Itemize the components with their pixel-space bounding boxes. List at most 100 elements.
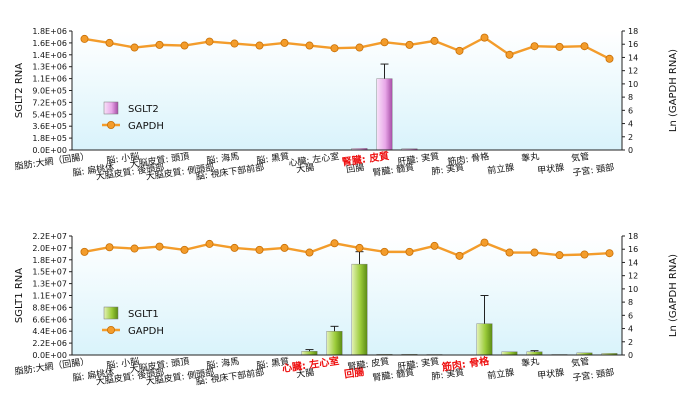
point-gapdh [455, 251, 464, 260]
x-tick-label: 睾丸 [520, 150, 540, 164]
y2-tick-label: 0 [628, 146, 633, 155]
point-gapdh [555, 251, 564, 260]
point-gapdh [130, 43, 139, 52]
y2-tick-label: 12 [628, 67, 638, 76]
x-tick-label: 肝臓: 実質 [397, 150, 440, 168]
line-gapdh [84, 241, 610, 258]
y-tick-label: 1.6E+06 [32, 39, 67, 48]
legend-label-line: GAPDH [128, 121, 164, 132]
point-gapdh [330, 44, 339, 53]
plot-background [72, 236, 622, 355]
y-tick-label: 0.0E+00 [32, 146, 67, 155]
y-axis-title: SGLT1 RNA [14, 268, 25, 323]
legend-label-bar: SGLT2 [128, 104, 159, 115]
point-gapdh [605, 249, 614, 258]
legend-swatch-marker [107, 121, 116, 130]
x-tick-label: 肝臓: 実質 [397, 355, 440, 373]
x-tick-label: 筋肉: 骨格 [440, 354, 491, 374]
point-gapdh [180, 245, 189, 254]
point-gapdh [555, 42, 564, 51]
point-gapdh [305, 41, 314, 50]
point-gapdh [380, 247, 389, 256]
y2-tick-label: 4 [628, 120, 633, 129]
y-tick-label: 6.6E+06 [32, 315, 67, 324]
legend-label-line: GAPDH [128, 326, 164, 337]
legend-swatch-bar [103, 101, 119, 115]
y2-axis-title: Ln (GAPDH RNA) [668, 49, 679, 132]
point-gapdh [580, 42, 589, 51]
y-tick-label: 7.2E+05 [32, 98, 67, 107]
y-tick-label: 1.4E+06 [32, 51, 67, 60]
x-tick-label: 前立腺 [486, 161, 514, 177]
point-gapdh [480, 238, 489, 247]
y2-tick-label: 6 [628, 106, 633, 115]
point-gapdh [130, 244, 139, 253]
legend-label-bar: SGLT1 [128, 309, 159, 320]
x-tick-label: 子宮: 頸部 [572, 366, 615, 384]
point-gapdh [355, 43, 364, 52]
x-tick-label: 筋肉: 骨格 [447, 150, 490, 168]
bar-sglt1 [326, 331, 343, 356]
point-gapdh [455, 46, 464, 55]
x-tick-label: 大腸 [295, 366, 315, 380]
point-gapdh [430, 241, 439, 250]
y-tick-label: 1.1E+06 [32, 75, 67, 84]
y2-tick-label: 10 [628, 80, 638, 89]
point-gapdh [205, 37, 214, 46]
y-tick-label: 2.0E+07 [32, 244, 67, 253]
x-tick-label: 腎臓: 皮質 [341, 149, 390, 168]
y2-tick-label: 18 [628, 232, 638, 241]
point-gapdh [230, 243, 239, 252]
x-tick-label: 甲状腺 [536, 366, 564, 382]
bar-sglt1 [476, 323, 493, 356]
point-gapdh [205, 239, 214, 248]
y2-tick-label: 8 [628, 93, 633, 102]
y-tick-label: 1.3E+07 [32, 280, 67, 289]
point-gapdh [230, 39, 239, 48]
point-gapdh [405, 40, 414, 49]
x-tick-label: 気管 [570, 150, 590, 164]
y-tick-label: 8.8E+06 [32, 303, 67, 312]
point-gapdh [105, 38, 114, 47]
y-tick-label: 1.1E+07 [32, 292, 67, 301]
y2-tick-label: 12 [628, 272, 638, 281]
point-gapdh [330, 239, 339, 248]
point-gapdh [380, 38, 389, 47]
x-tick-label: 睾丸 [520, 355, 540, 369]
x-tick-label: 脳: 黒質 [256, 150, 290, 166]
y-tick-label: 9.0E+05 [32, 87, 67, 96]
bar-sglt1 [351, 263, 368, 356]
point-gapdh [105, 243, 114, 252]
point-gapdh [480, 33, 489, 42]
y2-tick-label: 4 [628, 325, 633, 334]
y-tick-label: 1.3E+06 [32, 63, 67, 72]
point-gapdh [180, 41, 189, 50]
point-gapdh [80, 247, 89, 256]
point-gapdh [530, 248, 539, 257]
x-tick-label: 前立腺 [486, 366, 514, 382]
x-tick-label: 回腸 [343, 365, 365, 381]
legend-swatch-bar [103, 306, 119, 320]
point-gapdh [530, 42, 539, 51]
point-gapdh [80, 34, 89, 43]
y-tick-label: 2.2E+07 [32, 232, 67, 241]
y2-axis-title: Ln (GAPDH RNA) [668, 254, 679, 337]
y2-tick-label: 10 [628, 285, 638, 294]
point-gapdh [505, 50, 514, 59]
x-tick-label: 脳: 海馬 [206, 355, 240, 371]
y2-tick-label: 14 [628, 53, 638, 62]
chart-panel-1: 0.0E+00 1.8E+05 3.6E+05 5.4E+05 7.2E+05 9.0E+… [14, 27, 679, 183]
plot-background [72, 31, 622, 150]
point-gapdh [255, 41, 264, 50]
y2-tick-label: 16 [628, 40, 638, 49]
x-tick-label: 回腸 [346, 162, 365, 175]
x-tick-label: 気管 [570, 355, 590, 369]
y2-tick-label: 2 [628, 338, 633, 347]
y-axis-title: SGLT2 RNA [14, 63, 25, 118]
y-tick-label: 1.5E+07 [32, 268, 67, 277]
y-tick-label: 5.4E+05 [32, 110, 67, 119]
point-gapdh [505, 248, 514, 257]
x-tick-label: 子宮: 頸部 [572, 161, 615, 179]
point-gapdh [155, 40, 164, 49]
